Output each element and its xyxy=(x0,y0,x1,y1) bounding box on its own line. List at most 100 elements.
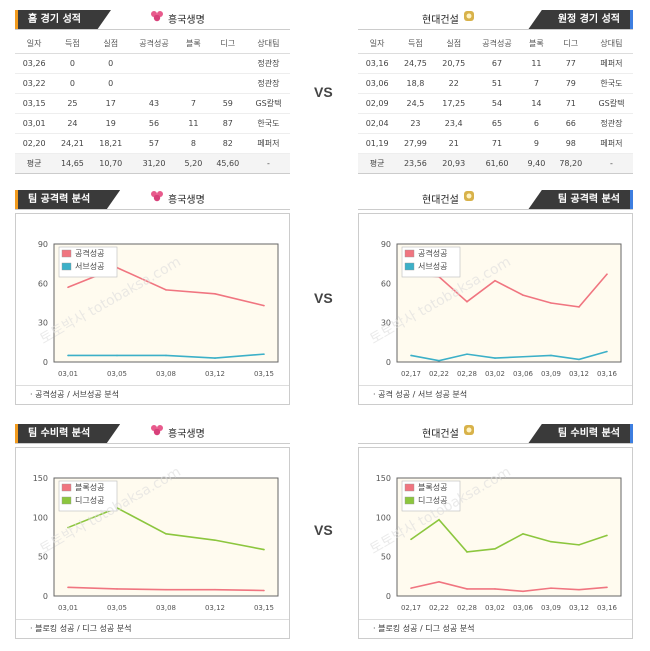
y-tick-label: 150 xyxy=(376,474,391,483)
team-name: 흥국생명 xyxy=(168,15,205,26)
table-cell: 7 xyxy=(521,73,552,94)
data-point xyxy=(263,589,265,592)
table-cell: 03,22 xyxy=(15,73,54,94)
data-point xyxy=(67,286,69,289)
data-point xyxy=(263,304,265,307)
data-point xyxy=(494,279,496,282)
data-point xyxy=(214,357,216,359)
legend-label: 서브성공 xyxy=(418,262,447,271)
panel-header: 현대건설 팀 수비력 분석 xyxy=(358,424,633,444)
series-line xyxy=(410,518,608,553)
table-cell: 8 xyxy=(178,133,209,154)
data-point xyxy=(263,548,265,551)
legend-swatch xyxy=(404,249,415,258)
table-cell: 56 xyxy=(129,113,179,134)
table-cell: 59 xyxy=(208,93,247,114)
away-record-tab[interactable]: 원정 경기 성적 xyxy=(527,10,633,30)
table-row: 03,01 24 19 56 11 87 한국도 xyxy=(15,113,290,134)
table-row: 03,06 18,8 22 51 7 79 한국도 xyxy=(358,73,633,94)
away-defense-panel: 현대건설 팀 수비력 분석 0 50 100 150 02,17 02,22 02,28 03… xyxy=(358,424,633,639)
away-defense-tab[interactable]: 팀 수비력 분석 xyxy=(527,424,633,444)
x-tick-label: 03,02 xyxy=(485,370,505,378)
legend-swatch xyxy=(61,496,72,505)
table-cell: 페퍼저 xyxy=(246,133,290,154)
table-cell: 24,5 xyxy=(396,93,435,114)
average-cell: 45,60 xyxy=(208,153,247,174)
data-point xyxy=(578,306,580,308)
team-label: 흥국생명 xyxy=(150,424,205,444)
table-row: 03,16 24,75 20,75 67 11 77 페퍼저 xyxy=(358,53,633,74)
defense-chart: 0 50 100 150 03,01 03,05 03,08 03,12 03,15 블록성공디그… xyxy=(33,474,279,612)
attack-chart-box: 0 30 60 90 03,01 03,05 03,08 03,12 03,15 공격성공 서브성공… xyxy=(15,213,290,405)
data-point xyxy=(578,358,580,361)
table-cell: 71 xyxy=(472,133,522,154)
table-cell: GS칼텍 xyxy=(589,93,633,114)
legend-label: 공격성공 xyxy=(75,248,104,258)
data-point xyxy=(438,581,440,583)
x-tick-label: 03,12 xyxy=(569,604,589,612)
table-cell: 한국도 xyxy=(246,113,290,134)
table-cell: 23 xyxy=(396,113,435,134)
y-tick-label: 0 xyxy=(386,358,391,367)
attack-chart-box: 0 30 60 90 02,17 02,22 02,28 03,02 03,06 03,09 03,… xyxy=(358,213,633,405)
table-cell: 정관장 xyxy=(246,73,290,94)
data-point xyxy=(522,355,524,358)
home-record-panel: 홈 경기 성적 흥국생명 일자 득점 실점 공격성공 블록 디그 상대팀 03,26 0 0 정관장… xyxy=(15,10,290,174)
data-point xyxy=(214,539,216,541)
panel-header: 홈 경기 성적 흥국생명 xyxy=(15,10,290,30)
table-cell: 페퍼저 xyxy=(589,53,633,74)
team-name: 현대건설 xyxy=(422,429,459,440)
team-label: 현대건설 xyxy=(422,424,479,444)
table-cell: 0 xyxy=(91,73,130,94)
team-name: 흥국생명 xyxy=(168,195,205,206)
data-point xyxy=(606,350,608,353)
x-tick-label: 03,02 xyxy=(485,604,505,612)
home-attack-tab[interactable]: 팀 공격력 분석 xyxy=(15,190,120,210)
home-attack-panel: 팀 공격력 분석 흥국생명 0 30 60 90 03,01 03,05 03,08 03,1… xyxy=(15,190,290,405)
series-line xyxy=(410,350,608,362)
table-cell: 03,16 xyxy=(358,53,397,74)
x-tick-label: 02,28 xyxy=(457,370,477,378)
average-cell: 20,93 xyxy=(434,153,473,174)
away-attack-panel: 현대건설 팀 공격력 분석 0 30 60 90 02,17 02,22 02,28 03,0… xyxy=(358,190,633,405)
heungkuk-logo-icon xyxy=(150,190,164,210)
table-row: 02,20 24,21 18,21 57 8 82 페퍼저 xyxy=(15,133,290,154)
table-cell: 03,06 xyxy=(358,73,397,94)
legend-label: 블록성공 xyxy=(75,482,104,492)
table-cell: 11 xyxy=(521,53,552,74)
legend-label: 서브성공 xyxy=(75,262,104,271)
table-cell: 82 xyxy=(208,133,247,154)
table-row: 03,22 0 0 정관장 xyxy=(15,73,290,94)
x-tick-label: 02,17 xyxy=(401,370,421,378)
data-point xyxy=(165,588,167,591)
average-cell: 평균 xyxy=(358,153,397,174)
table-cell xyxy=(178,73,209,94)
x-tick-label: 02,22 xyxy=(429,370,449,378)
home-record-tab[interactable]: 홈 경기 성적 xyxy=(15,10,111,30)
table-cell xyxy=(178,53,209,74)
table-cell: 27,99 xyxy=(396,133,435,154)
hyundai-logo-icon xyxy=(463,10,475,30)
table-cell: 9 xyxy=(521,133,552,154)
team-name: 현대건설 xyxy=(422,15,459,26)
table-cell: 0 xyxy=(53,53,92,74)
table-cell: 17,25 xyxy=(434,93,473,114)
column-header: 디그 xyxy=(208,34,247,54)
legend-swatch xyxy=(404,496,415,505)
average-cell: - xyxy=(246,153,290,174)
table-cell: 71 xyxy=(551,93,590,114)
data-point xyxy=(214,293,216,295)
y-tick-label: 90 xyxy=(38,240,48,249)
home-defense-tab[interactable]: 팀 수비력 분석 xyxy=(15,424,120,444)
table-cell: 19 xyxy=(91,113,130,134)
table-cell: 24 xyxy=(53,113,92,134)
column-header: 공격성공 xyxy=(129,34,179,54)
data-point xyxy=(494,548,496,550)
data-point xyxy=(116,588,118,590)
table-cell: 03,01 xyxy=(15,113,54,134)
column-header: 상대팀 xyxy=(589,34,633,54)
panel-header: 팀 수비력 분석 흥국생명 xyxy=(15,424,290,444)
average-row: 평균 14,65 10,70 31,20 5,20 45,60- xyxy=(15,153,290,174)
table-cell: 98 xyxy=(551,133,590,154)
away-attack-tab[interactable]: 팀 공격력 분석 xyxy=(527,190,633,210)
